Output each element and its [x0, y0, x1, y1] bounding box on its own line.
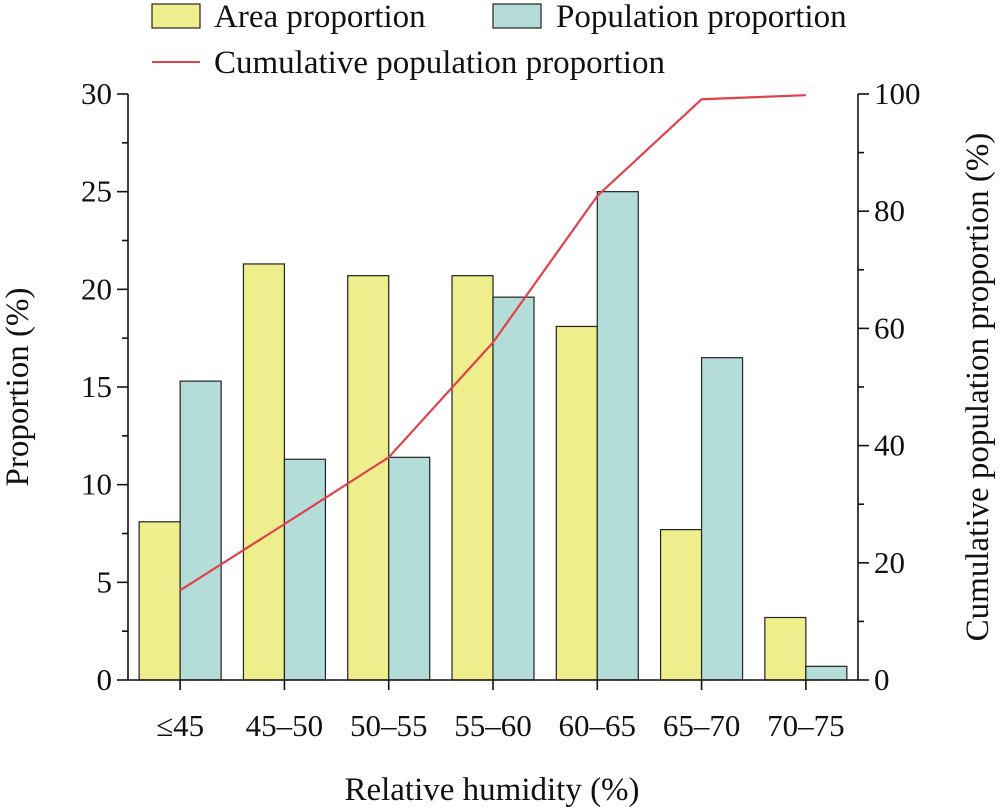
- y-tick-label-3: 15: [81, 369, 112, 404]
- bar-area-3: [451, 275, 494, 681]
- bars-layer: [138, 191, 848, 681]
- x-tick-label-4: 60–65: [559, 708, 637, 743]
- y-tick-label-6: 30: [81, 76, 112, 111]
- y-tick-label-2: 10: [81, 467, 112, 502]
- legend-swatch-population: [492, 3, 542, 29]
- y2-axis-title: Cumulative population proportion (%): [960, 133, 996, 642]
- y-tick-label-1: 5: [97, 564, 113, 599]
- legend: Area proportion Population proportion Cu…: [151, 0, 847, 81]
- x-tick-label-3: 55–60: [454, 708, 532, 743]
- legend-swatch-area: [151, 3, 201, 29]
- cumulative-line-layer: [179, 94, 806, 592]
- legend-label-cumulative: Cumulative population proportion: [214, 45, 665, 81]
- bar-area-2: [347, 275, 390, 681]
- x-tick-label-1: 45–50: [246, 708, 324, 743]
- bar-area-6: [764, 616, 807, 681]
- bar-area-1: [242, 263, 286, 681]
- x-tick-label-2: 50–55: [350, 708, 428, 743]
- x-axis-title: Relative humidity (%): [344, 772, 639, 808]
- y2-tick-label-1: 20: [874, 545, 905, 580]
- y2-tick-label-4: 80: [874, 193, 905, 228]
- bar-population-3: [492, 296, 535, 681]
- bar-population-6: [805, 665, 848, 681]
- y-tick-label-5: 25: [81, 174, 112, 209]
- legend-label-area: Area proportion: [214, 0, 426, 35]
- x-tick-label-5: 65–70: [663, 708, 741, 743]
- bar-population-4: [596, 191, 639, 681]
- axes-layer: 0 5 10 15 20 25 30 0 20 40 60 80 100 ≤45 45–50 50–55 55–…: [81, 76, 921, 743]
- bar-area-4: [555, 325, 598, 681]
- y-tick-label-4: 20: [81, 271, 112, 306]
- bar-area-0: [138, 521, 181, 681]
- cumulative-line: [179, 94, 806, 592]
- x-tick-label-6: 70–75: [767, 708, 845, 743]
- y2-tick-label-0: 0: [874, 662, 890, 697]
- legend-label-population: Population proportion: [556, 0, 847, 35]
- y2-tick-label-2: 40: [874, 428, 905, 463]
- x-tick-label-0: ≤45: [156, 708, 204, 743]
- bar-population-1: [283, 458, 327, 681]
- bar-area-5: [659, 528, 703, 681]
- y-axis-title: Proportion (%): [0, 288, 36, 487]
- y2-tick-label-5: 100: [874, 76, 921, 111]
- bar-population-0: [179, 380, 222, 681]
- bar-population-5: [700, 357, 744, 681]
- y2-tick-label-3: 60: [874, 310, 905, 345]
- y-tick-label-0: 0: [97, 662, 113, 697]
- bar-population-2: [388, 456, 431, 681]
